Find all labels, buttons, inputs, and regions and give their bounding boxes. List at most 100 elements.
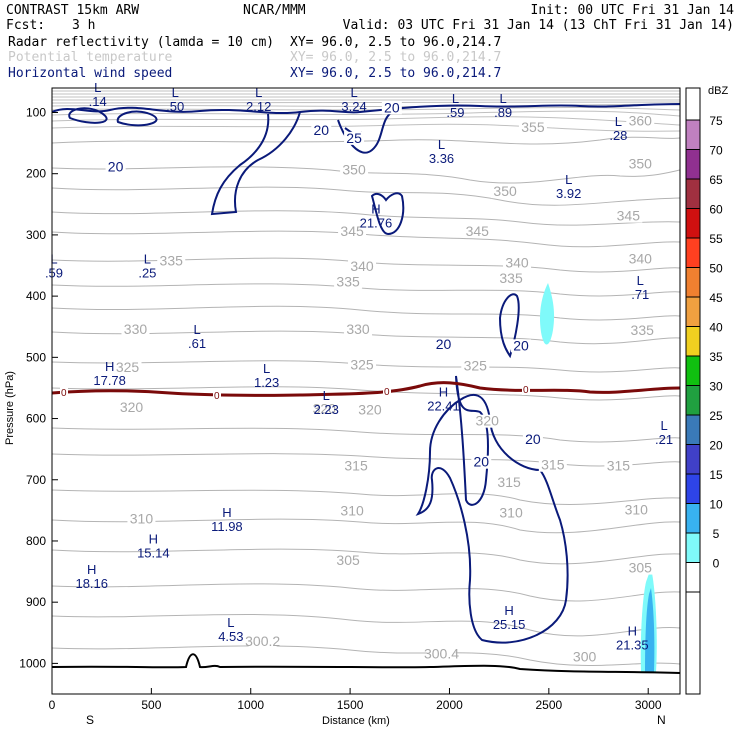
extremum-high-marker: H [105,359,114,374]
theta-label: 320 [476,413,500,429]
theta-label-bg [626,114,655,128]
colorbar-tick-label: 0 [713,557,720,571]
theta-label-bg [497,506,526,520]
theta-label: 340 [629,250,653,266]
theta-label: 300 [573,648,597,664]
extremum-value: 4.53 [218,629,243,644]
field-reflectivity-name: Radar reflectivity (lamda = 10 cm) [8,35,274,50]
theta-label: 305 [629,560,653,576]
theta-label: 335 [336,274,360,290]
reflectivity-cell-upper [539,283,555,345]
extremum-low-marker: L [565,172,572,187]
theta-label-bg [622,503,651,517]
wind-extrema: L.14L.50L2.12L3.24L.59L.89L.28L3.36L3.92… [45,80,673,653]
theta-label-bg [626,252,655,266]
theta-label: 320 [358,402,382,418]
extremum-low-marker: L [438,137,445,152]
freezing-label-bg-1 [60,387,68,398]
extremum-low-marker: L [637,273,644,288]
y-tick-label: 500 [26,350,46,364]
reflectivity-shading [539,283,657,672]
theta-label: 345 [617,208,641,224]
colorbar-swatch [685,326,701,357]
wind-contour-jet-left [210,111,301,216]
extremum-low-marker: L [227,615,234,630]
fcst-value: 3 h [72,18,95,33]
wind-label-bg [311,123,332,137]
x-endpoint-right: N [657,713,666,727]
freezing-level-labels: 0 0 0 0 [60,384,530,402]
freezing-label-3: 0 [384,387,390,398]
theta-label: 315 [497,474,521,490]
x-tick-label: 1500 [337,698,364,712]
theta-label-bg [113,360,142,374]
theta-label: 310 [625,501,649,517]
theta-label-bg [495,475,524,489]
x-tick-label: 3000 [635,698,662,712]
wind-label-bg [511,339,532,353]
y-tick-label: 1000 [19,656,46,670]
extremum-high-marker: H [87,562,96,577]
wind-contour-cell-north [498,293,520,359]
theta-label: 355 [521,119,545,135]
colorbar-tick-label: 20 [709,439,723,453]
y-tick-label: 100 [26,105,46,119]
x-axis-label: Distance (km) [322,715,390,727]
colorbar-swatch [685,119,701,150]
extremum-value: .28 [609,128,627,143]
wind-contour-max-upper [370,192,405,236]
theta-label: 335 [631,322,655,338]
colorbar-tick-label: 75 [709,114,723,128]
extremum-value: .61 [188,336,206,351]
extremum-low-marker: L [615,114,622,129]
theta-label-bg [248,635,277,649]
colorbar-swatch [685,149,701,180]
theta-label-bg [348,358,377,372]
extremum-low-marker: L [172,85,179,100]
wind-label-bg [433,338,454,352]
theta-label-bg [628,324,657,338]
wind-contour-storm-inner [455,375,489,506]
theta-label-bg [342,459,371,473]
wind-contour-label: 20 [384,99,400,115]
extremum-value: 15.14 [137,545,170,560]
theta-label-bg [310,402,339,416]
colorbar-tick-label: 5 [713,527,720,541]
colorbar-tick-label: 35 [709,350,723,364]
theta-label: 325 [464,358,488,374]
plot-area: 0 0 0 0 360 355 350 350 350 345 345 345 340 340 34… [45,80,681,695]
theta-label-bg [518,120,547,134]
theta-label: 320 [120,399,144,415]
theta-label: 350 [493,183,517,199]
theta-label: 340 [350,258,374,274]
colorbar-swatch [685,444,701,475]
x-tick-label: 0 [49,698,56,712]
wind-contour-label: 20 [473,454,489,470]
field-reflectivity-xy: XY= 96.0, 2.5 to 96.0,214.7 [290,35,501,50]
wind-contour-loop-1 [68,107,108,124]
freezing-label-bg-2 [213,390,221,401]
colorbar-underflow [685,591,701,695]
colorbar-tick-label: 60 [709,203,723,217]
colorbar-tick-label: 30 [709,380,723,394]
theta-label-bg [497,272,526,286]
extremum-value: .14 [89,94,107,109]
extremum-low-marker: L [350,85,357,100]
x-endpoint-left: S [86,713,94,727]
org-label: NCAR/MMM [243,3,306,18]
y-tick-label: 600 [26,412,46,426]
wind-contour-label: 20 [436,336,452,352]
colorbar-swatch [685,562,701,593]
theta-label: 300.2 [245,633,280,649]
freezing-label-bg-3 [383,386,391,397]
y-axis-label: Pressure (hPa) [4,371,16,445]
theta-label: 340 [505,255,529,271]
theta-label: 305 [336,552,360,568]
x-tick-label: 2500 [535,698,562,712]
extremum-value: .59 [45,266,63,281]
extremum-high-marker: H [628,624,637,639]
y-tick-label: 800 [26,534,46,548]
wind-contour-label: 20 [108,159,124,175]
theta-label: 350 [342,162,366,178]
theta-label-bg [614,209,643,223]
